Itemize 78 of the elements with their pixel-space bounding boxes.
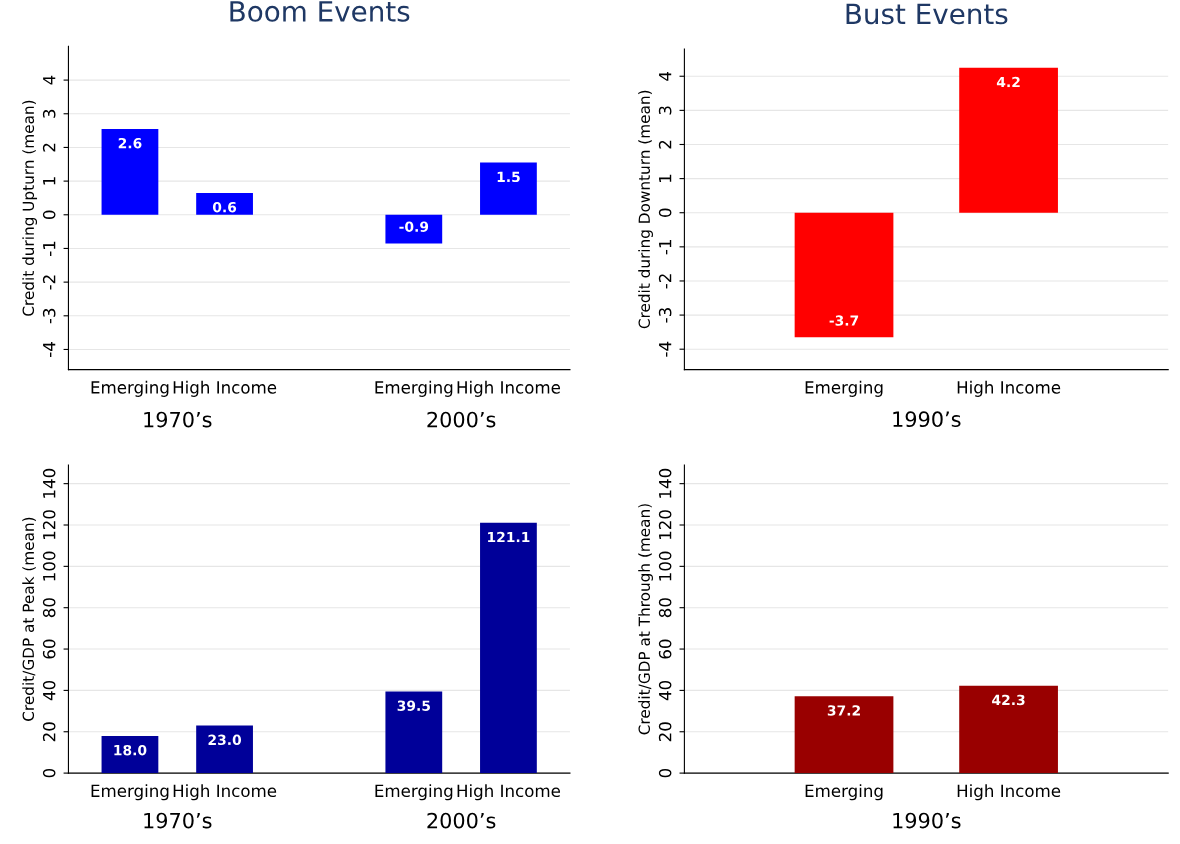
x-tick-label: High Income (457, 380, 561, 397)
y-tick-label: -2 (658, 274, 672, 289)
bar (196, 725, 253, 774)
y-tick-label: 2 (658, 140, 672, 149)
x-tick-label: High Income (957, 380, 1061, 397)
y-tick-label: -3 (658, 308, 672, 323)
x-tick-label: High Income (173, 784, 277, 801)
y-tick-label: -2 (42, 275, 56, 290)
y-tick-label: 140 (42, 468, 56, 498)
y-axis-title: Credit during Upturn (mean) (22, 100, 38, 316)
x-tick-label: Emerging (91, 380, 169, 397)
y-tick-label: 60 (658, 639, 672, 659)
y-tick-label: -3 (42, 308, 56, 324)
y-axis-title: Credit/GDP at Through (mean) (638, 504, 653, 735)
x-tick-label: High Income (957, 784, 1061, 801)
y-tick-label: 1 (43, 177, 56, 185)
y-tick-label: 20 (658, 722, 672, 742)
text: 2000’s (427, 411, 496, 428)
y-tick-label: -4 (43, 342, 56, 357)
y-tick-label: 0 (42, 768, 56, 778)
y-tick-label: 100 (42, 551, 56, 581)
data-label: 39.5 (397, 700, 430, 711)
y-axis-title: Credit during Downturn (mean) (638, 90, 653, 329)
y-tick-label: -1 (43, 241, 56, 256)
text: 1970’s (144, 411, 212, 428)
data-label: 18.0 (114, 744, 147, 756)
text: 1990’s (893, 411, 961, 428)
y-tick-label: 3 (42, 109, 56, 118)
bar (101, 128, 159, 215)
y-tick-label: 0 (658, 768, 672, 778)
data-label: -3.7 (829, 315, 859, 326)
data-label: 1.5 (497, 171, 520, 183)
y-tick-label: 4 (659, 71, 672, 81)
y-tick-label: 80 (42, 598, 56, 618)
bar (385, 691, 443, 774)
data-label: 42.3 (992, 694, 1025, 706)
chart-title: Bust Events (846, 3, 1008, 25)
y-tick-label: 0 (658, 208, 672, 217)
data-label: 37.2 (827, 705, 860, 716)
y-tick-label: 60 (42, 639, 56, 659)
y-tick-label: -1 (659, 240, 672, 255)
y-tick-label: 80 (658, 598, 672, 618)
text: 2000’s (427, 812, 496, 829)
x-tick-label: Emerging (91, 784, 169, 801)
x-tick-label: High Income (173, 380, 277, 397)
y-tick-label: -4 (659, 341, 672, 357)
y-tick-label: 120 (658, 510, 672, 540)
chart-title: Boom Events (230, 1, 410, 22)
data-label: 121.1 (488, 531, 530, 543)
y-tick-label: 40 (42, 680, 56, 701)
x-tick-label: Emerging (375, 380, 453, 397)
y-tick-label: 20 (42, 722, 56, 742)
x-tick-label: Emerging (805, 784, 883, 801)
y-axis-title: Credit/GDP at Peak (mean) (22, 517, 36, 721)
y-tick-label: 40 (658, 680, 672, 701)
data-label: -0.9 (399, 221, 429, 232)
y-tick-label: 1 (659, 174, 672, 183)
data-label: 23.0 (208, 734, 242, 746)
y-tick-label: 120 (42, 510, 56, 540)
y-tick-label: 4 (43, 75, 56, 85)
y-tick-label: 100 (658, 551, 672, 581)
y-tick-label: 3 (658, 106, 672, 115)
x-tick-label: Emerging (805, 380, 883, 397)
data-label: 4.2 (996, 76, 1020, 88)
bar (101, 735, 159, 774)
bar (480, 522, 537, 774)
bar (480, 162, 537, 215)
bar (385, 214, 443, 244)
x-tick-label: Emerging (375, 784, 453, 801)
text: 1970’s (144, 812, 212, 829)
text: 1990’s (893, 812, 961, 829)
data-label: 0.6 (212, 201, 237, 213)
bar (196, 192, 253, 215)
data-label: 2.6 (118, 137, 142, 149)
x-tick-label: High Income (457, 784, 561, 801)
y-tick-label: 140 (658, 468, 672, 498)
y-tick-label: 2 (42, 143, 56, 152)
y-tick-label: 0 (42, 210, 56, 219)
